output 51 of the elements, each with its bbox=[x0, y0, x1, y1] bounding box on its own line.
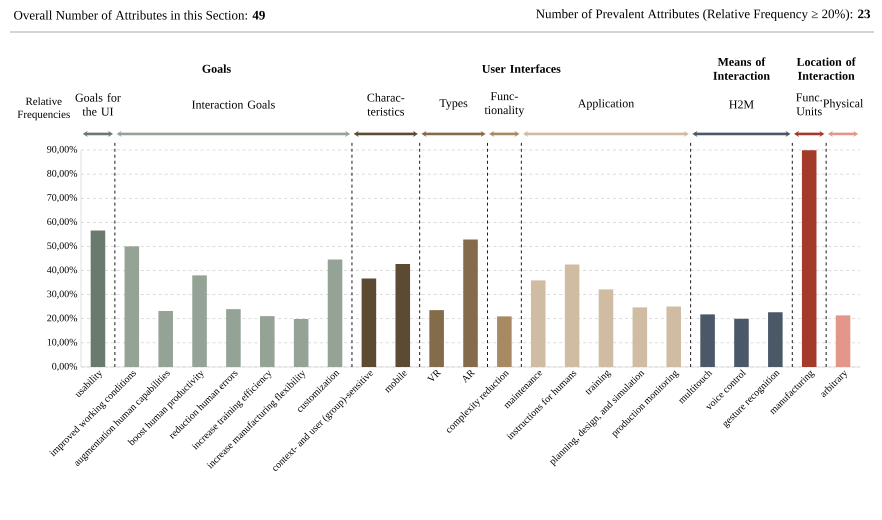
text: Interaction Goals bbox=[192, 100, 275, 109]
text: Charac- teristics bbox=[367, 93, 404, 116]
chart-title: Overall Number of Attributes in this Section: 49 bbox=[14, 10, 265, 20]
bar bbox=[362, 278, 376, 367]
bar bbox=[463, 239, 478, 367]
y-tick-label: 0,00% bbox=[52, 362, 78, 372]
bar bbox=[497, 316, 512, 367]
bar bbox=[666, 306, 682, 367]
y-tick-label: 20,00% bbox=[47, 314, 78, 323]
bar bbox=[802, 150, 816, 367]
text: Physical bbox=[823, 98, 864, 110]
x-tick-label: VR bbox=[426, 370, 442, 381]
x-tick-label: AR bbox=[462, 370, 476, 384]
y-tick-label: 60,00% bbox=[47, 218, 78, 226]
bar bbox=[768, 312, 783, 367]
bar bbox=[395, 264, 410, 367]
y-axis-title: Relative Frequencies bbox=[18, 97, 70, 120]
text: Location of Interaction bbox=[796, 57, 856, 80]
bar bbox=[598, 289, 614, 367]
bar bbox=[90, 230, 106, 367]
bar bbox=[260, 316, 275, 367]
text: Goals bbox=[202, 64, 231, 73]
y-tick-label: 50,00% bbox=[47, 242, 78, 251]
y-tick-label: 90,00% bbox=[47, 146, 78, 154]
text: Application bbox=[578, 99, 634, 110]
bar bbox=[294, 319, 308, 367]
text: Func. Units bbox=[796, 93, 822, 116]
text: H2M bbox=[729, 100, 754, 108]
bar bbox=[836, 315, 850, 367]
y-tick-label: 40,00% bbox=[46, 266, 78, 275]
text: Func- tionality bbox=[484, 92, 524, 117]
bar bbox=[700, 314, 715, 367]
chart-subtitle: Number of Prevalent Attributes (Relative Frequency ≥ 20%): 23 bbox=[536, 9, 870, 21]
bar bbox=[192, 275, 207, 367]
bar bbox=[158, 311, 173, 367]
y-tick-label: 80,00% bbox=[47, 170, 78, 178]
bar bbox=[328, 259, 342, 367]
text: Goals for the UI bbox=[76, 93, 121, 116]
bar bbox=[530, 280, 546, 367]
bar bbox=[124, 246, 140, 367]
bar bbox=[564, 264, 580, 367]
bar bbox=[226, 309, 241, 367]
y-tick-label: 30,00% bbox=[47, 290, 78, 299]
bar bbox=[429, 310, 444, 367]
y-tick-label: 70,00% bbox=[47, 194, 78, 202]
text: User Interfaces bbox=[482, 64, 561, 73]
y-tick-label: 10,00% bbox=[48, 338, 78, 347]
text: Types bbox=[440, 99, 468, 110]
text: Means of Interaction bbox=[713, 57, 770, 80]
bar bbox=[632, 307, 648, 367]
bar bbox=[734, 318, 749, 367]
